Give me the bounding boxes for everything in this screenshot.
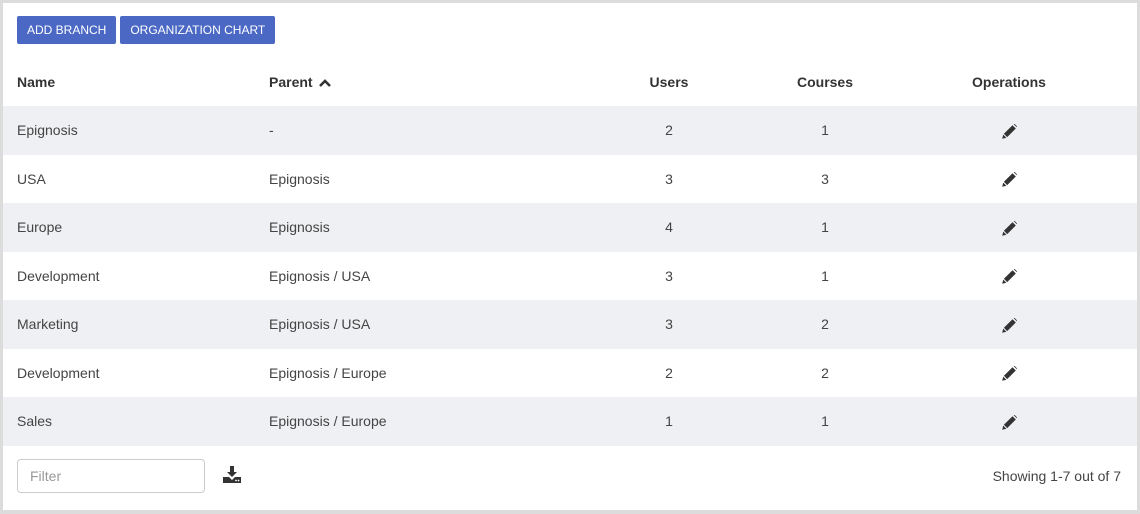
table-footer: Showing 1-7 out of 7	[17, 459, 1121, 493]
cell-courses: 1	[821, 219, 829, 236]
organization-chart-button[interactable]: ORGANIZATION CHART	[120, 16, 276, 44]
header-operations: Operations	[972, 74, 1046, 90]
cell-users: 3	[665, 316, 673, 333]
cell-name[interactable]: Development	[17, 267, 100, 284]
cell-users: 2	[665, 122, 673, 139]
cell-parent: Epignosis / Europe	[269, 364, 387, 381]
table-row: Sales Epignosis / Europe 1 1	[3, 397, 1137, 446]
table-row: Marketing Epignosis / USA 3 2	[3, 300, 1137, 349]
cell-parent: -	[269, 122, 274, 139]
edit-pencil-icon[interactable]	[1001, 172, 1017, 187]
cell-parent: Epignosis	[269, 219, 330, 236]
cell-operations	[881, 349, 1137, 398]
cell-users: 3	[665, 170, 673, 187]
toolbar: ADD BRANCH ORGANIZATION CHART	[17, 16, 276, 44]
cell-name[interactable]: Sales	[17, 413, 53, 430]
cell-courses: 2	[821, 316, 829, 333]
chevron-up-icon	[318, 79, 331, 88]
cell-operations	[881, 155, 1137, 204]
cell-parent: Epignosis / USA	[269, 316, 371, 333]
table-row: Epignosis - 2 1	[3, 106, 1137, 155]
cell-operations	[881, 252, 1137, 301]
cell-operations	[881, 106, 1137, 155]
edit-pencil-icon[interactable]	[1001, 414, 1017, 430]
cell-users: 3	[665, 267, 673, 284]
cell-users: 4	[665, 219, 673, 236]
cell-name[interactable]: Europe	[17, 219, 63, 236]
cell-courses: 2	[821, 364, 829, 381]
header-users[interactable]: Users	[649, 74, 689, 90]
cell-parent: Epignosis	[269, 170, 330, 187]
table-row: USA Epignosis 3 3	[3, 155, 1137, 204]
header-courses[interactable]: Courses	[796, 74, 854, 90]
branches-table: Name Parent Users Courses Operations Epi…	[3, 58, 1137, 446]
table-header-row: Name Parent Users Courses Operations	[3, 58, 1137, 106]
edit-pencil-icon[interactable]	[1001, 123, 1017, 139]
cell-operations	[881, 300, 1137, 349]
cell-operations	[881, 397, 1137, 446]
header-name[interactable]: Name	[17, 74, 56, 90]
filter-input[interactable]	[17, 459, 205, 493]
table-row: Development Epignosis / USA 3 1	[3, 252, 1137, 301]
edit-pencil-icon[interactable]	[1001, 317, 1017, 333]
cell-courses: 1	[821, 413, 829, 430]
cell-name[interactable]: Development	[17, 364, 100, 381]
cell-courses: 1	[821, 267, 829, 284]
cell-parent: Epignosis / USA	[269, 267, 371, 284]
header-parent[interactable]: Parent	[269, 58, 569, 106]
cell-courses: 3	[821, 170, 829, 187]
cell-name[interactable]: Marketing	[17, 316, 79, 333]
cell-name[interactable]: USA	[17, 170, 46, 187]
edit-pencil-icon[interactable]	[1001, 366, 1017, 381]
table-row: Development Epignosis / Europe 2 2	[3, 349, 1137, 398]
cell-name[interactable]: Epignosis	[17, 122, 78, 139]
download-icon[interactable]	[223, 466, 241, 483]
cell-parent: Epignosis / Europe	[269, 413, 387, 430]
edit-pencil-icon[interactable]	[1001, 269, 1017, 284]
edit-pencil-icon[interactable]	[1001, 220, 1017, 236]
add-branch-button[interactable]: ADD BRANCH	[17, 16, 117, 44]
cell-courses: 1	[821, 122, 829, 139]
cell-users: 2	[665, 364, 673, 381]
pagination-status: Showing 1-7 out of 7	[992, 468, 1121, 484]
cell-users: 1	[665, 413, 673, 430]
cell-operations	[881, 203, 1137, 252]
branches-panel: ADD BRANCH ORGANIZATION CHART Name Paren…	[3, 3, 1137, 510]
table-row: Europe Epignosis 4 1	[3, 203, 1137, 252]
